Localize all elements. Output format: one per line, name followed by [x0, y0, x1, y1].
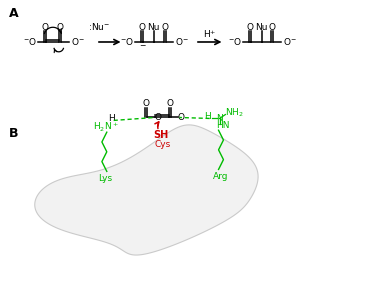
Text: O$^{-}$: O$^{-}$ — [175, 36, 189, 47]
Text: H$_2$N$^+$: H$_2$N$^+$ — [93, 121, 119, 134]
Text: A: A — [9, 7, 18, 20]
Text: H$^{+}$: H$^{+}$ — [203, 28, 216, 40]
Text: O: O — [139, 23, 145, 32]
Text: $^{-}$O: $^{-}$O — [228, 36, 242, 47]
Text: Arg: Arg — [213, 172, 228, 181]
Text: $^{-}$O: $^{-}$O — [23, 36, 37, 47]
Text: O: O — [154, 113, 161, 122]
Text: O: O — [42, 23, 49, 32]
Text: NH$_2$: NH$_2$ — [225, 106, 244, 119]
Text: Nu: Nu — [256, 23, 268, 32]
Text: O: O — [166, 99, 173, 108]
Text: Cys: Cys — [154, 140, 171, 149]
Text: N: N — [217, 114, 223, 123]
Text: :Nu$^{-}$: :Nu$^{-}$ — [88, 21, 111, 32]
Text: O$^{-}$: O$^{-}$ — [283, 36, 297, 47]
Text: SH: SH — [153, 130, 168, 140]
Text: O$^{-}$: O$^{-}$ — [71, 36, 84, 47]
Text: $^{-}$O: $^{-}$O — [120, 36, 134, 47]
Text: O: O — [143, 99, 149, 108]
Text: $^{-}$: $^{-}$ — [139, 43, 147, 53]
Text: H: H — [204, 112, 211, 121]
Text: O: O — [56, 23, 63, 32]
Text: O: O — [269, 23, 276, 32]
Text: H: H — [108, 114, 115, 123]
Text: O: O — [161, 23, 168, 32]
Text: Nu: Nu — [148, 23, 160, 32]
Polygon shape — [35, 125, 258, 255]
Text: B: B — [9, 127, 18, 140]
Text: Lys: Lys — [98, 174, 112, 183]
Text: HN: HN — [217, 121, 230, 130]
Text: O: O — [178, 113, 185, 122]
Text: O: O — [247, 23, 253, 32]
